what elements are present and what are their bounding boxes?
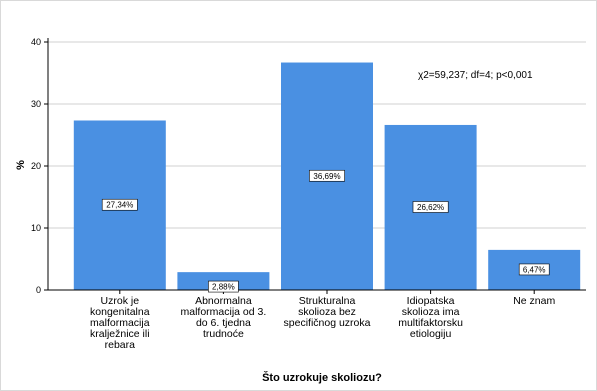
data-label: 26,62%: [417, 203, 444, 212]
annotation-text: χ2=59,237; df=4; p<0,001: [418, 70, 533, 81]
data-label-box: [309, 169, 345, 182]
data-label-box: [412, 201, 449, 213]
data-label: 27,34%: [106, 201, 133, 210]
data-label-box: [518, 263, 550, 276]
y-tick-label: 10: [31, 223, 41, 233]
category-label: Abnormalna malformacija od 3. do 6. tjedna…: [181, 295, 267, 340]
data-label: 2,88%: [212, 283, 235, 292]
x-axis-title: Što uzrokuje skoliozu?: [262, 371, 382, 384]
y-tick-label: 0: [36, 285, 41, 295]
axes: [44, 38, 586, 294]
category-label: Strukturalna skolioza bez specifičnog uzro…: [284, 295, 371, 329]
category-label: Uzrok je kongenitalna malformacija kralježn…: [90, 295, 150, 351]
y-tick-label: 30: [31, 99, 41, 109]
data-label: 36,69%: [313, 172, 340, 181]
labels: 0 10 20 30 40 27,34% Uzrok je kongenitalna malfo…: [31, 37, 555, 351]
y-tick-label: 20: [31, 161, 41, 171]
data-label: 6,47%: [523, 265, 546, 274]
category-label: Ne znam: [513, 295, 555, 307]
category-label: Idiopatska skolioza ima multifaktorsku etio…: [398, 295, 463, 340]
data-label-box: [208, 280, 239, 293]
y-axis-title: %: [15, 160, 27, 170]
y-tick-label: 40: [31, 37, 41, 47]
data-label-box: [101, 198, 138, 211]
